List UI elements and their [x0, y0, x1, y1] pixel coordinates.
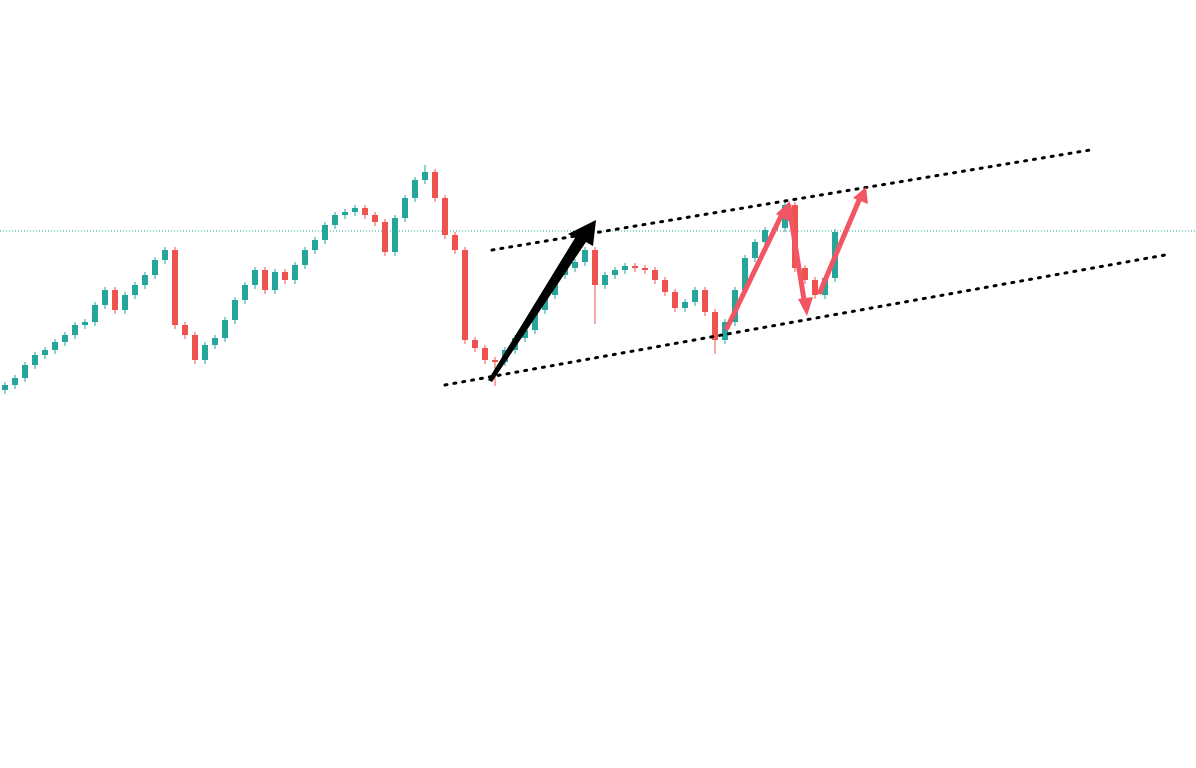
- candle-body: [152, 260, 158, 275]
- candle-body: [682, 302, 688, 308]
- candle-body: [702, 290, 708, 312]
- arrow-head: [853, 187, 868, 204]
- candle-body: [202, 345, 208, 360]
- candle-body: [2, 385, 8, 390]
- candle-body: [122, 295, 128, 310]
- candle-body: [392, 218, 398, 252]
- arrow-head: [798, 297, 813, 316]
- candles: [2, 165, 838, 394]
- candle-body: [452, 235, 458, 250]
- candle-body: [182, 325, 188, 335]
- candle-body: [172, 250, 178, 325]
- candle-body: [302, 250, 308, 265]
- candle-body: [92, 305, 98, 322]
- candle-body: [572, 262, 578, 268]
- candle-body: [52, 342, 58, 350]
- candle-body: [212, 338, 218, 345]
- candle-body: [652, 270, 658, 280]
- candle-body: [272, 272, 278, 290]
- candle-body: [642, 268, 648, 270]
- candle-body: [162, 250, 168, 260]
- candle-body: [342, 212, 348, 215]
- candle-body: [612, 270, 618, 275]
- zigzag-leg: [817, 195, 863, 295]
- candle-body: [632, 266, 638, 268]
- candle-body: [112, 290, 118, 310]
- candle-body: [192, 335, 198, 360]
- candle-body: [322, 225, 328, 240]
- candle-body: [812, 280, 818, 295]
- candle-body: [582, 250, 588, 262]
- candle-body: [352, 208, 358, 212]
- zigzag-leg: [786, 203, 808, 309]
- candle-body: [22, 365, 28, 378]
- candle-body: [672, 292, 678, 308]
- candle-body: [442, 198, 448, 235]
- candle-body: [242, 285, 248, 300]
- candle-body: [422, 172, 428, 180]
- candle-body: [492, 360, 498, 362]
- candle-body: [462, 250, 468, 340]
- candle-body: [622, 266, 628, 270]
- candle-body: [222, 320, 228, 338]
- candle-body: [332, 215, 338, 225]
- candle-body: [472, 340, 478, 348]
- candle-body: [532, 310, 538, 330]
- candle-body: [252, 270, 258, 285]
- candle-body: [62, 335, 68, 342]
- candle-body: [412, 180, 418, 198]
- candle-body: [482, 348, 488, 360]
- candle-body: [262, 270, 268, 290]
- candle-body: [82, 322, 88, 325]
- candle-body: [142, 275, 148, 285]
- candle-body: [102, 290, 108, 305]
- candle-body: [742, 258, 748, 290]
- candle-body: [282, 272, 288, 280]
- candle-body: [362, 208, 368, 215]
- candle-body: [722, 322, 728, 340]
- red-zigzag: [724, 195, 863, 331]
- candle-body: [602, 275, 608, 285]
- candle-body: [802, 268, 808, 280]
- candle-body: [42, 350, 48, 355]
- candle-body: [712, 312, 718, 340]
- black-arrow: [488, 220, 596, 382]
- candle-body: [752, 242, 758, 258]
- candle-body: [662, 280, 668, 292]
- candle-body: [762, 230, 768, 242]
- candle-body: [522, 330, 528, 338]
- zigzag-leg: [724, 209, 786, 331]
- candle-body: [382, 222, 388, 252]
- candle-body: [72, 325, 78, 335]
- candle-body: [372, 215, 378, 222]
- candle-body: [292, 265, 298, 280]
- candle-body: [402, 198, 408, 218]
- candle-body: [132, 285, 138, 295]
- candle-body: [432, 172, 438, 198]
- candle-body: [312, 240, 318, 250]
- candle-body: [692, 290, 698, 302]
- arrow-head: [776, 201, 790, 222]
- candle-body: [232, 300, 238, 320]
- candle-body: [32, 355, 38, 365]
- candle-body: [12, 378, 18, 385]
- candle-body: [592, 250, 598, 285]
